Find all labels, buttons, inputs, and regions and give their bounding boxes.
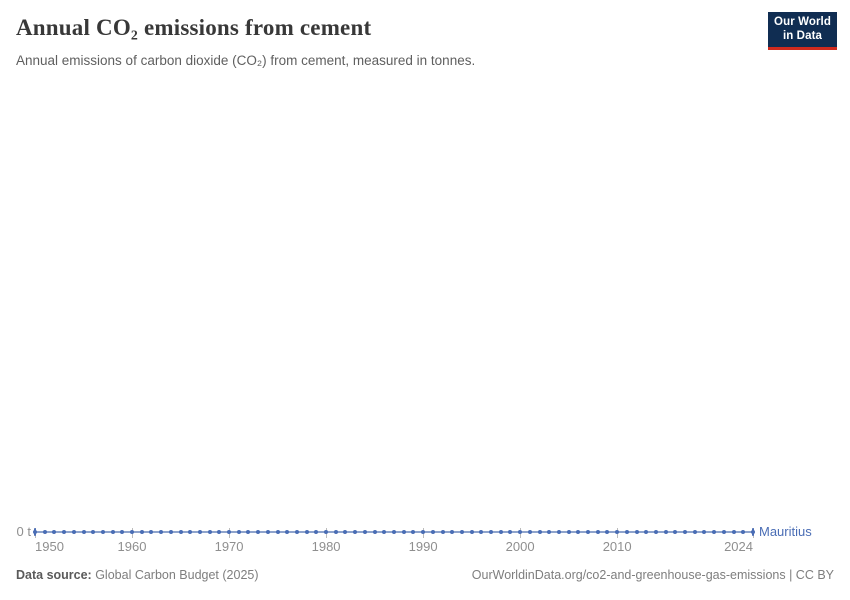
data-point[interactable] xyxy=(110,530,115,534)
data-source-label: Data source: xyxy=(16,568,92,582)
data-point[interactable] xyxy=(450,530,455,534)
data-source-value: Global Carbon Budget (2025) xyxy=(91,568,259,582)
data-point[interactable] xyxy=(556,530,561,534)
data-point[interactable] xyxy=(100,530,105,534)
data-point[interactable] xyxy=(207,530,212,534)
x-tick-label: 2000 xyxy=(505,539,535,554)
data-point[interactable] xyxy=(52,530,57,534)
data-point[interactable] xyxy=(459,530,464,534)
data-point[interactable] xyxy=(595,530,600,534)
data-point[interactable] xyxy=(159,530,164,534)
data-point[interactable] xyxy=(62,530,67,534)
x-tick-label: 1980 xyxy=(311,539,341,554)
data-point[interactable] xyxy=(508,530,513,534)
data-point[interactable] xyxy=(644,530,649,534)
data-point[interactable] xyxy=(518,530,523,534)
data-point[interactable] xyxy=(411,530,416,534)
x-tick-label: 1970 xyxy=(214,539,244,554)
chart-title: Annual CO₂ emissions from cement xyxy=(16,15,372,40)
data-point[interactable] xyxy=(741,530,746,534)
owid-logo-text-line1: Our World xyxy=(774,16,831,28)
x-tick-label: 1990 xyxy=(408,539,438,554)
data-point[interactable] xyxy=(663,530,668,534)
data-point[interactable] xyxy=(401,530,406,534)
data-point[interactable] xyxy=(547,530,552,534)
data-point[interactable] xyxy=(353,530,358,534)
data-point[interactable] xyxy=(314,530,319,534)
series-endcap xyxy=(752,528,754,536)
data-point[interactable] xyxy=(731,530,736,534)
data-point[interactable] xyxy=(324,530,329,534)
data-point[interactable] xyxy=(653,530,658,534)
data-point[interactable] xyxy=(721,530,726,534)
chart-subtitle: Annual emissions of carbon dioxide (CO₂)… xyxy=(16,53,476,68)
attribution-link[interactable]: OurWorldinData.org/co2-and-greenhouse-ga… xyxy=(471,568,834,582)
data-point[interactable] xyxy=(489,530,494,534)
data-point[interactable] xyxy=(615,530,620,534)
entity-label-mauritius[interactable]: Mauritius xyxy=(759,524,812,539)
data-point[interactable] xyxy=(236,530,241,534)
x-tick-label: 1950 xyxy=(35,539,64,554)
data-point[interactable] xyxy=(227,530,232,534)
data-point[interactable] xyxy=(702,530,707,534)
data-point[interactable] xyxy=(362,530,367,534)
y-axis-zero-label: 0 t xyxy=(16,524,31,539)
data-point[interactable] xyxy=(498,530,503,534)
data-point[interactable] xyxy=(217,530,222,534)
data-point[interactable] xyxy=(382,530,387,534)
owid-logo[interactable]: Our World in Data xyxy=(768,12,837,50)
data-point[interactable] xyxy=(634,530,639,534)
data-point[interactable] xyxy=(265,530,270,534)
data-point[interactable] xyxy=(430,530,435,534)
data-point[interactable] xyxy=(712,530,717,534)
data-point[interactable] xyxy=(586,530,591,534)
data-source-line: Data source: Global Carbon Budget (2025) xyxy=(16,568,259,583)
data-point[interactable] xyxy=(275,530,280,534)
data-point[interactable] xyxy=(294,530,299,534)
data-point[interactable] xyxy=(149,530,154,534)
data-point[interactable] xyxy=(197,530,202,534)
data-point[interactable] xyxy=(71,530,76,534)
x-tick-label: 1960 xyxy=(117,539,147,554)
data-point[interactable] xyxy=(188,530,193,534)
data-point[interactable] xyxy=(178,530,183,534)
owid-logo-text-line2: in Data xyxy=(782,29,823,42)
data-point[interactable] xyxy=(605,530,610,534)
data-point[interactable] xyxy=(42,530,47,534)
data-point[interactable] xyxy=(479,530,484,534)
data-point[interactable] xyxy=(527,530,532,534)
data-point[interactable] xyxy=(421,530,426,534)
data-point[interactable] xyxy=(392,530,396,534)
x-tick-label: 2010 xyxy=(602,539,632,554)
data-point[interactable] xyxy=(120,530,125,534)
data-point[interactable] xyxy=(673,530,678,534)
data-point[interactable] xyxy=(81,530,86,534)
data-point[interactable] xyxy=(168,530,173,534)
data-point[interactable] xyxy=(256,530,261,534)
data-point[interactable] xyxy=(692,530,697,534)
x-tick-label: 2024 xyxy=(724,539,753,554)
data-point[interactable] xyxy=(683,530,688,534)
data-point[interactable] xyxy=(624,530,629,534)
data-point[interactable] xyxy=(91,530,96,534)
data-point[interactable] xyxy=(469,530,474,534)
data-point[interactable] xyxy=(566,530,571,534)
data-point[interactable] xyxy=(246,530,251,534)
data-point[interactable] xyxy=(333,530,338,534)
series-endcap xyxy=(34,528,36,536)
data-point[interactable] xyxy=(343,530,348,534)
data-point[interactable] xyxy=(440,530,445,534)
data-point[interactable] xyxy=(304,530,309,534)
attribution-line: OurWorldinData.org/co2-and-greenhouse-ga… xyxy=(472,568,834,583)
data-point[interactable] xyxy=(139,530,144,534)
data-point[interactable] xyxy=(130,530,135,534)
data-point[interactable] xyxy=(537,530,542,534)
data-point[interactable] xyxy=(372,530,377,534)
data-point[interactable] xyxy=(576,530,581,534)
data-point[interactable] xyxy=(285,530,290,534)
chart-footer: Data source: Global Carbon Budget (2025)… xyxy=(0,568,850,588)
